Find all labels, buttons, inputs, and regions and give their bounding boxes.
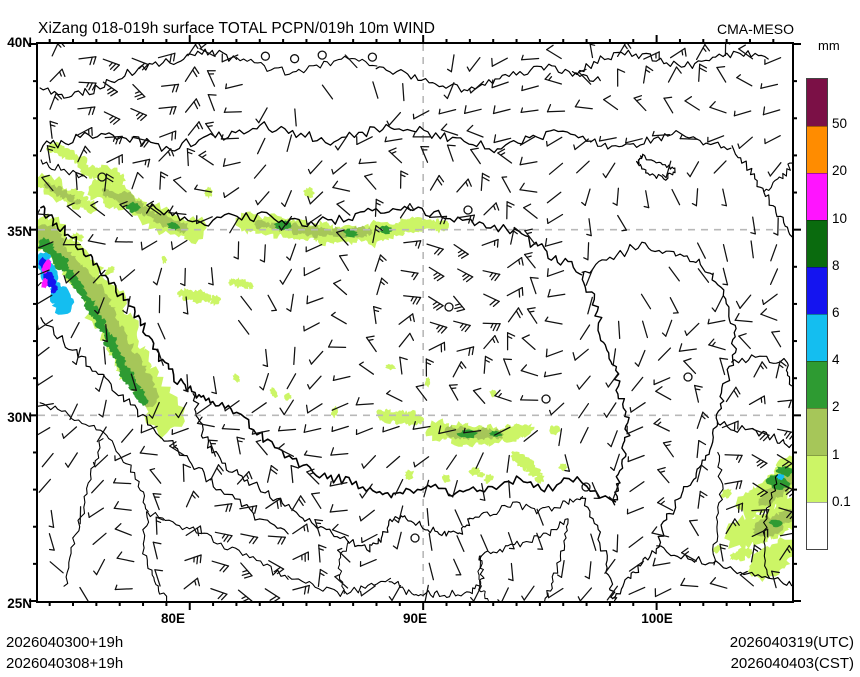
- colorbar[interactable]: [806, 78, 828, 550]
- footer-valid-utc: 2026040319(UTC): [729, 634, 854, 651]
- map-canvas: [38, 44, 792, 601]
- colorbar-band-8: [807, 455, 827, 502]
- colorbar-band-5: [807, 314, 827, 361]
- colorbar-band-6: [807, 361, 827, 408]
- colorbar-band-3: [807, 220, 827, 267]
- map-border-layer: [38, 48, 792, 601]
- station-circle-layer: [97, 50, 693, 543]
- wind-barb-layer: [38, 44, 792, 601]
- colorbar-band-0: [807, 79, 827, 126]
- colorbar-unit-label: mm: [818, 38, 840, 53]
- colorbar-tick-2: 2: [832, 399, 840, 415]
- colorbar-tick-4: 4: [832, 352, 840, 368]
- colorbar-tick-6: 6: [832, 305, 840, 320]
- footer-init-utc: 2026040300+19h: [6, 634, 124, 651]
- map-plot-area[interactable]: [36, 42, 794, 603]
- model-label: CMA-MESO: [717, 21, 794, 37]
- footer-init-cst: 2026040308+19h: [6, 655, 124, 672]
- colorbar-band-1: [807, 126, 827, 173]
- colorbar-tick-20: 20: [832, 163, 848, 179]
- page-title: XiZang 018-019h surface TOTAL PCPN/019h …: [38, 20, 436, 37]
- xtick-label-100e: 100E: [641, 611, 673, 626]
- colorbar-band-4: [807, 267, 827, 314]
- ytick-label-40n: 40N: [7, 35, 32, 50]
- xtick-label-80e: 80E: [160, 611, 186, 626]
- colorbar-tick-10: 10: [832, 210, 848, 226]
- colorbar-tick-1: 1: [832, 446, 840, 462]
- colorbar-band-7: [807, 408, 827, 455]
- ytick-label-35n: 35N: [7, 224, 32, 239]
- colorbar-tick-50: 50: [832, 116, 848, 132]
- ytick-label-30n: 30N: [7, 410, 32, 425]
- colorbar-tick-0.1: 0.1: [832, 493, 851, 509]
- gridline-layer: [38, 44, 792, 601]
- colorbar-band-9: [807, 502, 827, 549]
- colorbar-band-2: [807, 173, 827, 220]
- xtick-label-90e: 90E: [402, 611, 428, 626]
- footer-valid-cst: 2026040403(CST): [730, 655, 854, 672]
- ytick-label-25n: 25N: [7, 596, 32, 611]
- colorbar-tick-8: 8: [832, 257, 840, 273]
